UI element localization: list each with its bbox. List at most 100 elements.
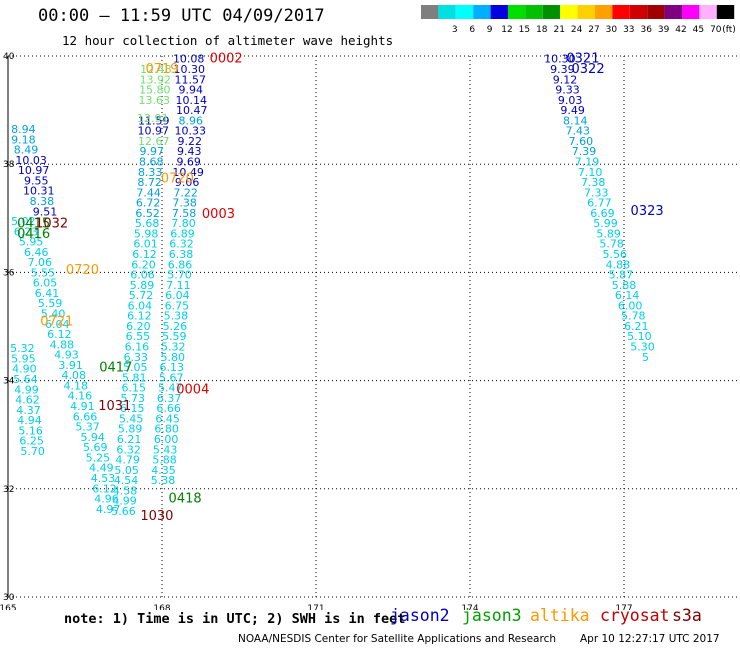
pass-time-label: 0321 bbox=[566, 52, 599, 67]
wave-height-value: 6.75 bbox=[165, 299, 190, 312]
wave-height-value: 9.55 bbox=[24, 174, 49, 187]
wave-height-value: 9.94 bbox=[178, 84, 203, 97]
wave-height-value: 4.35 bbox=[151, 464, 176, 477]
legend-label: 45 bbox=[693, 25, 704, 35]
wave-height-value: 5.02 bbox=[11, 215, 36, 228]
wave-height-value: 10.47 bbox=[176, 104, 208, 117]
wave-height-value: 4.99 bbox=[112, 495, 137, 508]
wave-height-value: 10.14 bbox=[176, 94, 208, 107]
wave-height-value: 6.14 bbox=[615, 289, 640, 302]
pass-time-label: 0323 bbox=[631, 204, 664, 219]
wave-height-value: 6.12 bbox=[92, 482, 117, 495]
wave-height-value: 9.33 bbox=[555, 84, 580, 97]
wave-height-value: 11.59 bbox=[138, 114, 170, 127]
wave-height-value: 7.44 bbox=[136, 186, 161, 199]
y-tick-label: 36 bbox=[3, 268, 15, 278]
pass-time-label: 0416 bbox=[17, 227, 50, 242]
wave-height-value: 6.21 bbox=[117, 433, 142, 446]
satellite-name-jason2: jason2 bbox=[390, 606, 450, 625]
wave-height-value: 5.69 bbox=[83, 441, 108, 454]
wave-height-value: 10.03 bbox=[15, 154, 47, 167]
wave-height-value: 5.89 bbox=[118, 423, 143, 436]
x-tick-label: 177 bbox=[615, 604, 632, 610]
pass-time-label: 0002 bbox=[210, 52, 243, 67]
wave-height-value: 4.54 bbox=[114, 474, 139, 487]
pass-time-label: 0418 bbox=[169, 491, 202, 506]
wave-height-value: 6.32 bbox=[116, 443, 141, 456]
wave-height-value: 4.79 bbox=[115, 454, 140, 467]
legend-swatch bbox=[647, 5, 665, 19]
wave-height-value: 12.67 bbox=[138, 135, 170, 148]
pass-time-label: 0417 bbox=[99, 361, 132, 376]
legend-swatch bbox=[542, 5, 561, 19]
wave-height-value: 5.70 bbox=[20, 445, 45, 458]
wave-height-value: 4.62 bbox=[15, 394, 40, 407]
y-tick-label: 38 bbox=[3, 160, 15, 170]
footer-timestamp: Apr 10 12:27:17 UTC 2017 bbox=[580, 633, 720, 645]
wave-height-value: 8.96 bbox=[178, 114, 203, 127]
wave-height-value: 13.92 bbox=[140, 73, 172, 86]
legend-label: 6 bbox=[469, 25, 475, 35]
satellite-name-cryosat: cryosat bbox=[600, 606, 670, 625]
wave-height-value: 6.33 bbox=[124, 351, 149, 364]
wave-height-value: 4.88 bbox=[606, 258, 631, 271]
wave-height-value: 6.69 bbox=[590, 207, 615, 220]
wave-height-value: 6.38 bbox=[169, 248, 194, 261]
legend-swatch bbox=[560, 5, 578, 19]
wave-height-value: 6.46 bbox=[24, 246, 49, 259]
wave-height-value: 6.00 bbox=[154, 433, 179, 446]
pass-time-label: 0322 bbox=[572, 62, 605, 77]
wave-height-value: 7.80 bbox=[171, 217, 196, 230]
wave-height-value: 4.97 bbox=[96, 503, 121, 516]
legend-label: 42 bbox=[675, 25, 686, 35]
wave-height-value: 5.72 bbox=[129, 289, 154, 302]
wave-height-value: 4.53 bbox=[91, 472, 116, 485]
page-title: 00:00 – 11:59 UTC 04/09/2017 bbox=[38, 6, 325, 26]
wave-height-value: 5.37 bbox=[75, 421, 100, 434]
wave-height-value: 5.25 bbox=[86, 451, 111, 464]
wave-height-value: 5.43 bbox=[153, 443, 178, 456]
y-tick-label: 30 bbox=[3, 593, 15, 603]
legend-unit: (ft) bbox=[722, 25, 736, 35]
wave-height-value: 6.06 bbox=[130, 269, 155, 282]
legend-swatch bbox=[629, 5, 648, 19]
wave-height-value: 6.66 bbox=[156, 402, 181, 415]
wave-height-value: 4.58 bbox=[113, 484, 138, 497]
wave-height-value: 6.01 bbox=[133, 238, 158, 251]
wave-height-value: 4.18 bbox=[64, 379, 89, 392]
pass-time-label: 0719 bbox=[145, 62, 178, 77]
legend-swatch bbox=[716, 5, 735, 19]
wave-height-value: 6.55 bbox=[126, 330, 151, 343]
legend-swatch bbox=[421, 5, 439, 19]
wave-height-value: 4.16 bbox=[68, 390, 93, 403]
wave-height-value: 8.33 bbox=[138, 166, 163, 179]
wave-height-value: 5.38 bbox=[164, 310, 189, 323]
wave-height-value: 5.40 bbox=[41, 308, 66, 321]
wave-height-value: 5.98 bbox=[134, 227, 159, 240]
page-subtitle: 12 hour collection of altimeter wave hei… bbox=[62, 33, 394, 48]
pass-time-label: 0415 bbox=[17, 217, 50, 232]
footer-credit: NOAA/NESDIS Center for Satellite Applica… bbox=[238, 633, 556, 645]
wave-height-value: 9.49 bbox=[560, 104, 585, 117]
legend-swatch bbox=[490, 5, 508, 19]
legend-label: 70 bbox=[710, 25, 722, 35]
wave-height-value: 7.58 bbox=[172, 207, 197, 220]
wave-height-value: 4.49 bbox=[89, 462, 114, 475]
wave-height-value: 4.91 bbox=[70, 400, 95, 413]
wave-height-value: 7.06 bbox=[28, 256, 53, 269]
wave-height-value: 6.04 bbox=[165, 289, 190, 302]
pass-time-label: 0003 bbox=[202, 207, 235, 222]
wave-height-value: 13.63 bbox=[139, 94, 171, 107]
wave-height-value: 6.04 bbox=[128, 299, 153, 312]
wave-height-value: 9.12 bbox=[553, 73, 578, 86]
wave-height-value: 5.68 bbox=[135, 217, 160, 230]
wave-height-value: 5.87 bbox=[609, 269, 634, 282]
wave-height-value: 5.26 bbox=[163, 320, 188, 333]
wave-height-value: 6.72 bbox=[136, 197, 161, 210]
pass-time-label: 0720 bbox=[161, 172, 194, 187]
wave-height-value: 5.89 bbox=[596, 227, 621, 240]
wave-height-value: 6.25 bbox=[19, 435, 44, 448]
legend-swatch bbox=[455, 5, 474, 19]
wave-height-value: 6.16 bbox=[125, 341, 150, 354]
wave-height-value: 5.89 bbox=[130, 279, 155, 292]
